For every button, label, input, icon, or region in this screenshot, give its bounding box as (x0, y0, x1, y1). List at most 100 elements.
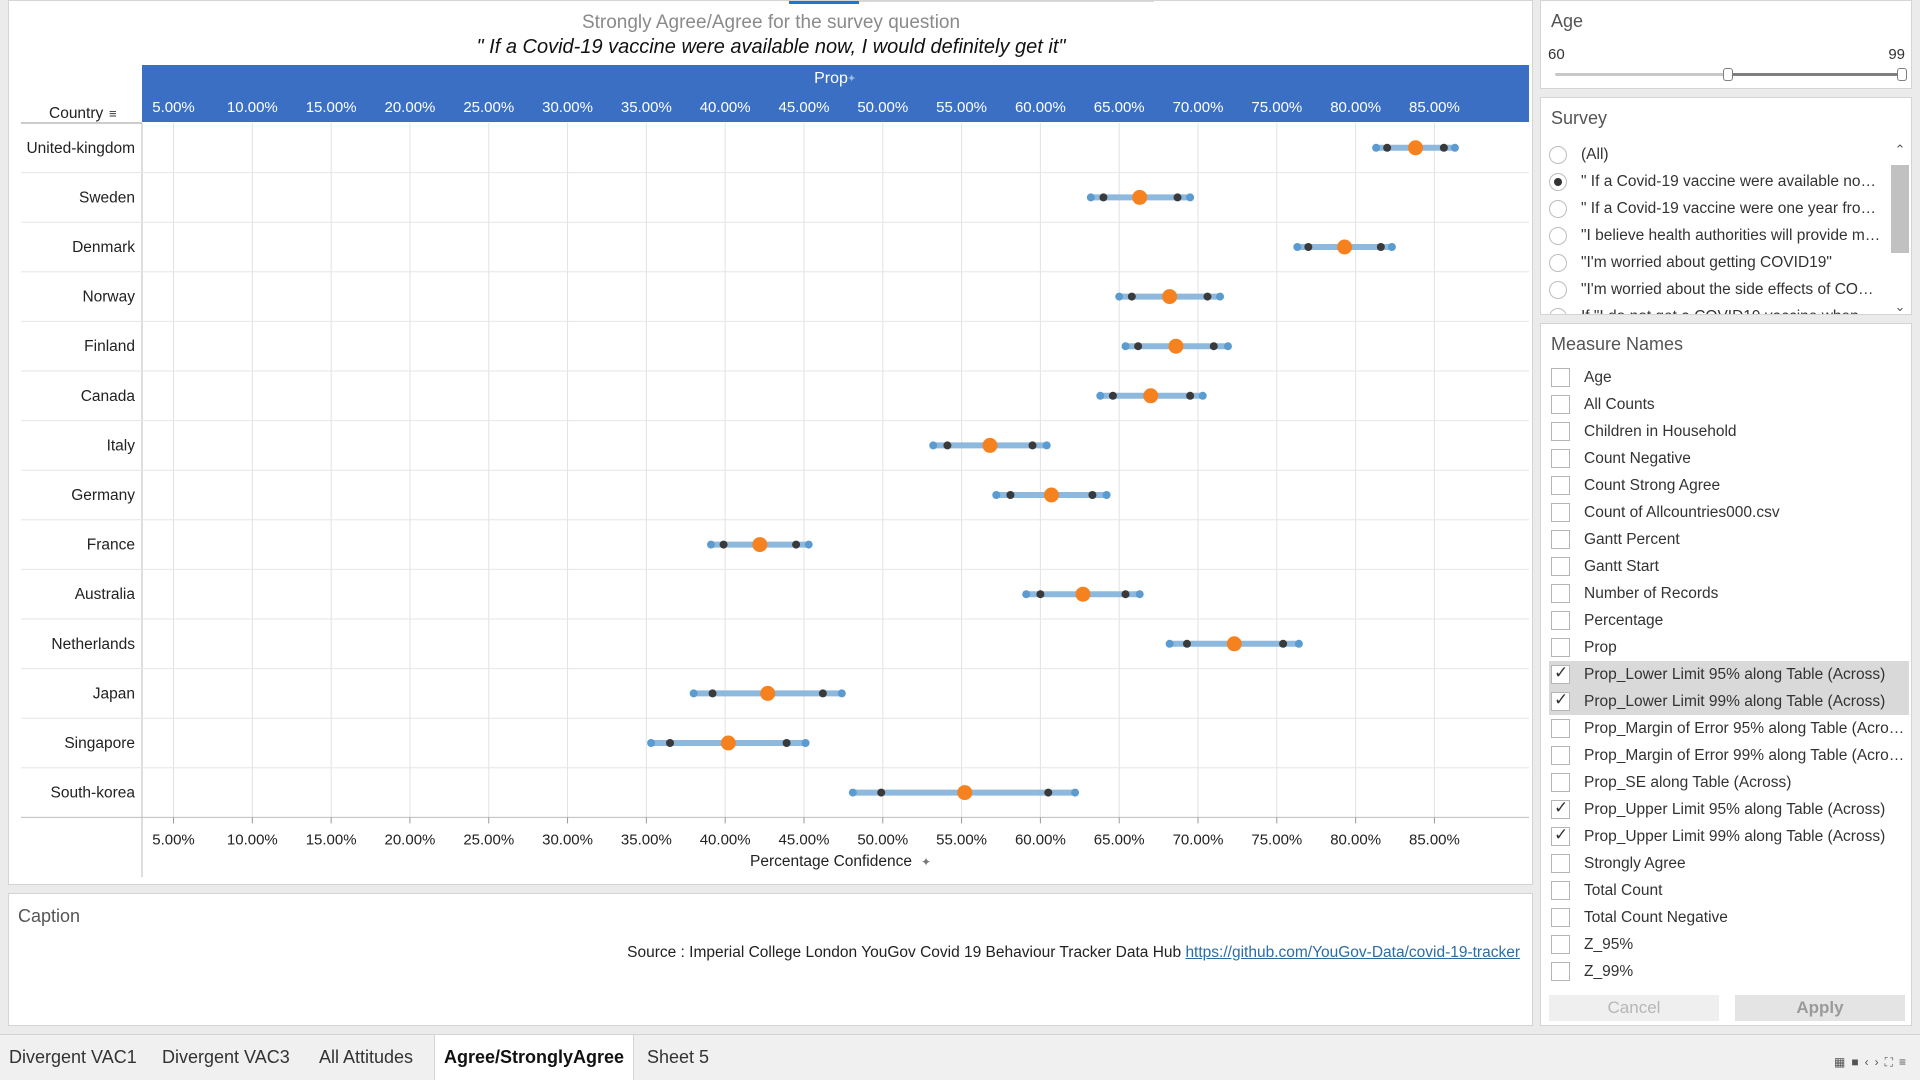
next-sheet-icon[interactable]: › (1874, 1055, 1885, 1069)
radio-button[interactable] (1549, 253, 1567, 272)
upper-limit-99-point[interactable] (1216, 292, 1225, 301)
lower-limit-95-point[interactable] (1006, 491, 1015, 499)
checkbox[interactable] (1551, 476, 1570, 495)
sheet-tab[interactable]: Agree/StronglyAgree (434, 1035, 635, 1080)
upper-limit-99-point[interactable] (1102, 491, 1111, 499)
survey-option[interactable]: " If a Covid-19 vaccine were one year fr… (1549, 195, 1884, 222)
upper-limit-95-point[interactable] (1028, 441, 1037, 450)
lower-limit-99-point[interactable] (1293, 243, 1302, 251)
measure-option[interactable]: Z_99% (1549, 958, 1909, 985)
prop-point[interactable] (982, 437, 998, 453)
upper-limit-95-point[interactable] (1203, 292, 1212, 301)
sheet-tab[interactable]: Sheet 5 (647, 1047, 710, 1067)
prop-point[interactable] (1132, 189, 1148, 205)
age-slider-handle-min[interactable] (1723, 68, 1733, 81)
checkbox[interactable] (1551, 422, 1570, 441)
measure-option[interactable]: All Counts (1549, 391, 1909, 418)
lower-limit-95-point[interactable] (719, 540, 728, 549)
measure-option[interactable]: Percentage (1549, 607, 1909, 634)
upper-limit-95-point[interactable] (1279, 639, 1288, 648)
upper-limit-99-point[interactable] (1223, 342, 1232, 351)
prop-point[interactable] (752, 537, 768, 553)
prop-point[interactable] (1168, 338, 1184, 354)
survey-option[interactable]: "I'm worried about the side effects of C… (1549, 276, 1884, 303)
measure-option[interactable]: Prop_Lower Limit 95% along Table (Across… (1549, 661, 1909, 688)
checkbox[interactable] (1551, 395, 1570, 414)
checkbox[interactable] (1551, 962, 1570, 981)
survey-option[interactable]: "I believe health authorities will provi… (1549, 222, 1884, 249)
chevron-up-icon[interactable]: ⌃ (1894, 142, 1906, 157)
upper-limit-99-point[interactable] (1387, 243, 1396, 251)
source-link[interactable]: https://github.com/YouGov-Data/covid-19-… (1185, 944, 1520, 961)
measure-option[interactable]: Prop_Upper Limit 99% along Table (Across… (1549, 823, 1909, 850)
cancel-button[interactable]: Cancel (1549, 995, 1719, 1021)
checkbox[interactable] (1551, 530, 1570, 549)
prop-point[interactable] (1043, 487, 1059, 503)
upper-limit-99-point[interactable] (1198, 391, 1207, 400)
prop-point[interactable] (760, 685, 776, 701)
lower-limit-95-point[interactable] (1099, 193, 1108, 202)
measure-option[interactable]: Z_95% (1549, 931, 1909, 958)
prop-point[interactable] (1226, 636, 1242, 652)
lower-limit-95-point[interactable] (1036, 590, 1045, 599)
checkbox[interactable] (1551, 611, 1570, 630)
measure-option[interactable]: Prop_Margin of Error 99% along Table (Ac… (1549, 742, 1909, 769)
lower-limit-99-point[interactable] (1096, 391, 1105, 400)
row-header-label[interactable]: Country (49, 105, 104, 122)
measure-option[interactable]: Prop_Lower Limit 99% along Table (Across… (1549, 688, 1909, 715)
upper-limit-99-point[interactable] (804, 540, 813, 549)
checkbox[interactable] (1551, 825, 1570, 846)
checkbox[interactable] (1551, 881, 1570, 900)
measure-option[interactable]: Count Strong Agree (1549, 472, 1909, 499)
prop-point[interactable] (1162, 289, 1178, 305)
previous-sheet-icon[interactable]: ‹ (1864, 1055, 1875, 1069)
survey-option[interactable]: "I'm worried about getting COVID19" (1549, 249, 1884, 276)
scrollbar-thumb[interactable] (1891, 165, 1909, 253)
column-header-label[interactable]: Prop (814, 70, 848, 87)
measure-option[interactable]: Prop_Upper Limit 95% along Table (Across… (1549, 796, 1909, 823)
lower-limit-95-point[interactable] (1108, 391, 1117, 400)
measure-option[interactable]: Count Negative (1549, 445, 1909, 472)
checkbox[interactable] (1551, 854, 1570, 873)
sort-icon[interactable]: ≡ (109, 106, 117, 121)
lower-limit-99-point[interactable] (1121, 342, 1130, 351)
checkbox[interactable] (1551, 719, 1570, 738)
upper-limit-95-point[interactable] (1044, 788, 1053, 797)
chart-area[interactable]: Strongly Agree/Agree for the survey ques… (9, 1, 1534, 886)
upper-limit-99-point[interactable] (1042, 441, 1051, 450)
measure-option[interactable]: Total Count (1549, 877, 1909, 904)
checkbox[interactable] (1551, 449, 1570, 468)
upper-limit-95-point[interactable] (818, 689, 827, 698)
radio-button[interactable] (1549, 172, 1567, 191)
prop-point[interactable] (720, 735, 736, 751)
survey-option[interactable]: If "I do not get a COVID19 vaccine when … (1549, 303, 1884, 314)
measure-option[interactable]: Gantt Start (1549, 553, 1909, 580)
lower-limit-95-point[interactable] (943, 441, 952, 450)
lower-limit-99-point[interactable] (706, 540, 715, 549)
upper-limit-95-point[interactable] (1121, 590, 1130, 599)
checkbox[interactable] (1551, 557, 1570, 576)
lower-limit-99-point[interactable] (1022, 590, 1031, 599)
measure-option[interactable]: Prop_Margin of Error 95% along Table (Ac… (1549, 715, 1909, 742)
checkbox[interactable] (1551, 908, 1570, 927)
upper-limit-95-point[interactable] (1088, 491, 1097, 499)
radio-button[interactable] (1549, 145, 1567, 164)
measure-option[interactable]: Children in Household (1549, 418, 1909, 445)
lower-limit-99-point[interactable] (848, 788, 857, 797)
sheet-tab[interactable]: Divergent VAC1 (9, 1047, 137, 1067)
upper-limit-99-point[interactable] (1294, 639, 1303, 648)
sheet-tab[interactable]: All Attitudes (319, 1047, 414, 1067)
upper-limit-99-point[interactable] (1135, 590, 1144, 599)
survey-option[interactable]: (All) (1549, 141, 1884, 168)
radio-button[interactable] (1549, 307, 1567, 314)
lower-limit-99-point[interactable] (1115, 292, 1124, 301)
measure-option[interactable]: Age (1549, 364, 1909, 391)
upper-limit-99-point[interactable] (1071, 788, 1080, 797)
radio-button[interactable] (1549, 199, 1567, 218)
checkbox[interactable] (1551, 773, 1570, 792)
checkbox[interactable] (1551, 798, 1570, 819)
upper-limit-95-point[interactable] (1376, 243, 1385, 251)
upper-limit-99-point[interactable] (837, 689, 846, 698)
grid-view-icon[interactable]: ▦ (1833, 1055, 1852, 1069)
apply-button[interactable]: Apply (1735, 995, 1905, 1021)
